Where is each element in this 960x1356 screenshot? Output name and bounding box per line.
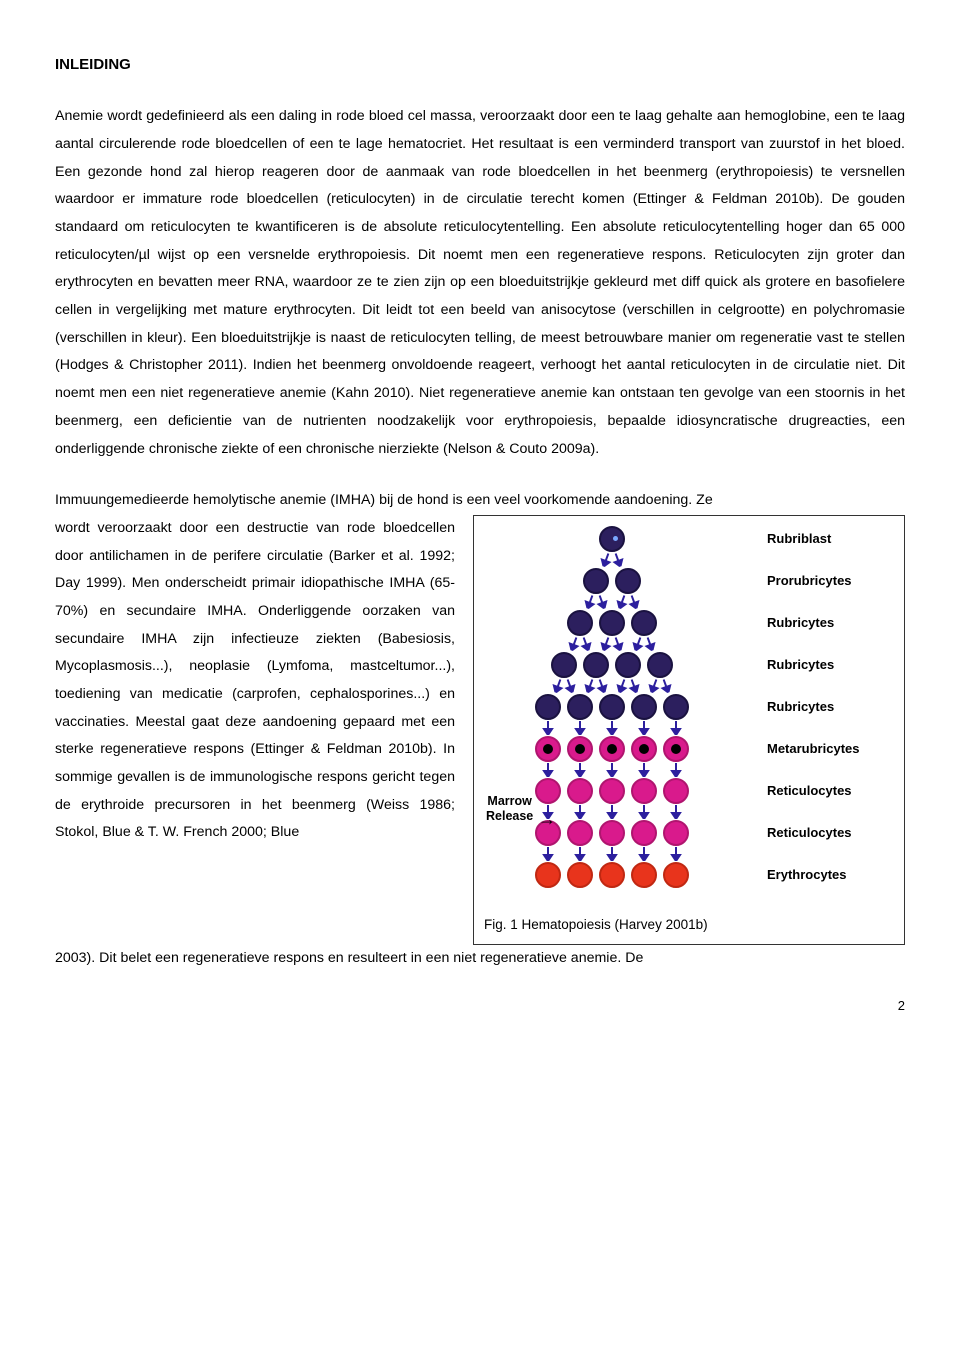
arrow-icon [638,805,650,819]
cell-icon [535,694,561,720]
arrow-icon [574,763,586,777]
cell-icon [631,610,657,636]
paragraph-2-intro: Immuungemedieerde hemolytische anemie (I… [55,487,905,515]
cell-icon [599,778,625,804]
arrow-icon [564,679,576,693]
cell-icon [567,820,593,846]
arrow-icon [638,763,650,777]
section-heading: INLEIDING [55,50,905,79]
row-label: Reticulocytes [767,820,852,845]
cell-icon [583,568,609,594]
cell-icon [631,862,657,888]
row-label: Rubricytes [767,694,834,719]
paragraph-2-last: 2003). Dit belet een regeneratieve respo… [55,945,905,973]
arrow-icon [628,679,640,693]
cell-icon [535,778,561,804]
row-label: Reticulocytes [767,778,852,803]
page-number: 2 [55,993,905,1018]
figure-caption: Fig. 1 Hematopoiesis (Harvey 2001b) [484,912,894,938]
arrow-icon [580,637,592,651]
marrow-arrow-icon: → [538,802,556,837]
cell-icon [631,820,657,846]
arrow-icon [670,805,682,819]
cell-icon [615,652,641,678]
row-label: Rubricytes [767,652,834,677]
arrow-icon [638,721,650,735]
arrow-icon [574,721,586,735]
paragraph-1: Anemie wordt gedefinieerd als een daling… [55,103,905,463]
cell-icon [599,862,625,888]
cell-icon [599,694,625,720]
cell-icon [567,610,593,636]
arrow-icon [606,763,618,777]
cell-row: Prorubricytes [484,568,894,594]
arrow-icon [612,553,624,567]
cell-icon [599,820,625,846]
arrow-icon [606,805,618,819]
arrow-icon [542,763,554,777]
arrow-icon [574,847,586,861]
cell-icon [663,778,689,804]
cell-row: Rubricytes [484,610,894,636]
cell-icon [631,778,657,804]
arrow-icon [670,847,682,861]
cell-icon [599,526,625,552]
arrow-icon [606,721,618,735]
arrow-icon [670,721,682,735]
cell-icon [567,736,593,762]
arrow-icon [670,763,682,777]
cell-icon [567,778,593,804]
arrow-icon [596,595,608,609]
cell-icon [599,736,625,762]
cell-icon [567,862,593,888]
cell-icon [647,652,673,678]
arrow-icon [638,847,650,861]
cell-row: Rubriblast [484,526,894,552]
cell-icon [583,652,609,678]
arrow-icon [644,637,656,651]
arrow-icon [612,637,624,651]
row-label: Prorubricytes [767,568,852,593]
cell-icon [663,736,689,762]
cell-row: Metarubricytes [484,736,894,762]
cell-icon [567,694,593,720]
row-label: Metarubricytes [767,736,859,761]
figure-1: Rubriblast Prorubricytes Rubricytes Rubricy… [473,515,905,945]
row-label: Rubricytes [767,610,834,635]
cell-row: Erythrocytes [484,862,894,888]
arrow-icon [628,595,640,609]
cell-icon [615,568,641,594]
cell-icon [631,694,657,720]
marrow-release-label: MarrowRelease [486,794,533,824]
cell-icon [663,694,689,720]
cell-icon [631,736,657,762]
row-label: Rubriblast [767,526,831,551]
arrow-icon [606,847,618,861]
arrow-icon [574,805,586,819]
cell-icon [599,610,625,636]
cell-icon [535,736,561,762]
cell-icon [663,862,689,888]
row-label: Erythrocytes [767,862,846,887]
cell-row: Rubricytes [484,694,894,720]
cell-icon [663,820,689,846]
cell-row: Rubricytes [484,652,894,678]
arrow-icon [660,679,672,693]
arrow-icon [542,721,554,735]
arrow-icon [542,847,554,861]
cell-row: Reticulocytes [484,778,894,804]
cell-icon [551,652,577,678]
paragraph-2-left: wordt veroorzaakt door een destructie va… [55,515,455,945]
cell-icon [535,862,561,888]
arrow-icon [596,679,608,693]
hematopoiesis-diagram: Rubriblast Prorubricytes Rubricytes Rubricy… [484,526,894,906]
